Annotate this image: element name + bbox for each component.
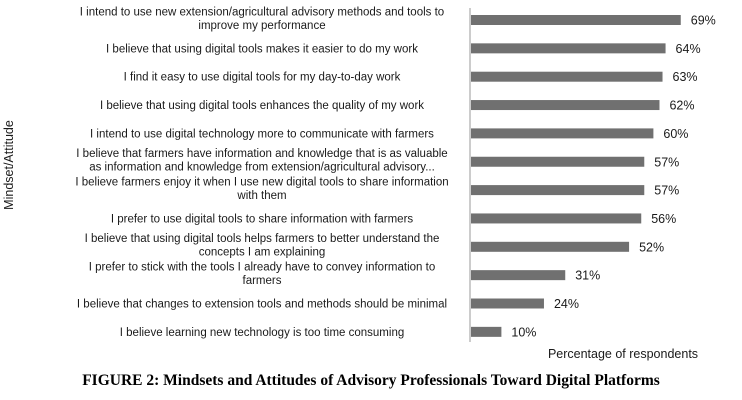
category-label: I believe learning new technology is too… [120,327,404,339]
value-label: 69% [691,14,716,28]
category-label-line: I prefer to stick with the tools I alrea… [89,261,435,273]
value-label: 56% [651,212,676,226]
category-labels-layer: I intend to use new extension/agricultur… [75,6,448,339]
bar [471,213,642,224]
category-label-line: I believe that using digital tools helps… [85,233,440,245]
category-label-line: I prefer to use digital tools to share i… [111,213,414,225]
category-label: I prefer to stick with the tools I alrea… [89,261,435,287]
bar [471,156,645,167]
value-label: 63% [673,70,698,84]
value-label: 24% [554,297,579,311]
category-label-line: I intend to use digital technology more … [90,128,434,140]
value-label: 57% [654,184,679,198]
figure-caption: FIGURE 2: Mindsets and Attitudes of Advi… [82,372,660,389]
category-label-line: improve my performance [198,20,325,32]
y-axis-title: Mindset/Attitude [2,120,16,210]
category-label-line: with them [236,190,286,202]
category-label-line: I believe that using digital tools enhan… [100,100,424,112]
bar [471,298,544,309]
category-label-line: I intend to use new extension/agricultur… [80,6,444,18]
x-axis-title: Percentage of respondents [548,347,698,361]
bar [471,185,645,196]
bar [471,71,663,82]
category-label-line: as information and knowledge from extens… [89,162,435,174]
category-label: I believe that using digital tools makes… [106,43,418,55]
category-label: I intend to use digital technology more … [90,128,434,140]
category-label: I find it easy to use digital tools for … [124,72,401,84]
value-label: 57% [654,155,679,169]
category-label-line: concepts I am explaining [199,247,326,259]
bar-chart: I intend to use new extension/agricultur… [2,6,716,361]
category-label-line: I believe learning new technology is too… [120,327,404,339]
category-label-line: farmers [243,275,282,287]
value-label: 60% [663,127,688,141]
category-label-line: I find it easy to use digital tools for … [124,72,401,84]
category-label: I believe farmers enjoy it when I use ne… [75,176,448,202]
category-label: I believe that using digital tools enhan… [100,100,424,112]
category-label: I prefer to use digital tools to share i… [111,213,414,225]
bar [471,128,654,139]
category-label: I believe that changes to extension tool… [77,299,447,311]
bar [471,241,630,252]
category-label: I believe that using digital tools helps… [85,233,440,258]
value-label: 10% [511,325,536,339]
category-label-line: I believe that changes to extension tool… [77,299,447,311]
bar [471,43,666,54]
value-labels-layer: 69% 64% 63% 62% 60% 57% 57% 56% 52% 31% 24% 10% [511,14,715,340]
bars-layer [471,15,681,337]
value-label: 31% [575,269,600,283]
category-label-line: I believe farmers enjoy it when I use ne… [75,176,448,188]
bar [471,100,660,111]
bar [471,270,566,281]
bar [471,326,502,337]
category-label-line: I believe that farmers have information … [76,148,447,160]
value-label: 64% [676,42,701,56]
value-label: 52% [639,240,664,254]
value-label: 62% [669,99,694,113]
category-label-line: I believe that using digital tools makes… [106,43,418,55]
category-label: I intend to use new extension/agricultur… [80,6,444,32]
bar [471,15,681,25]
category-label: I believe that farmers have information … [76,148,447,174]
